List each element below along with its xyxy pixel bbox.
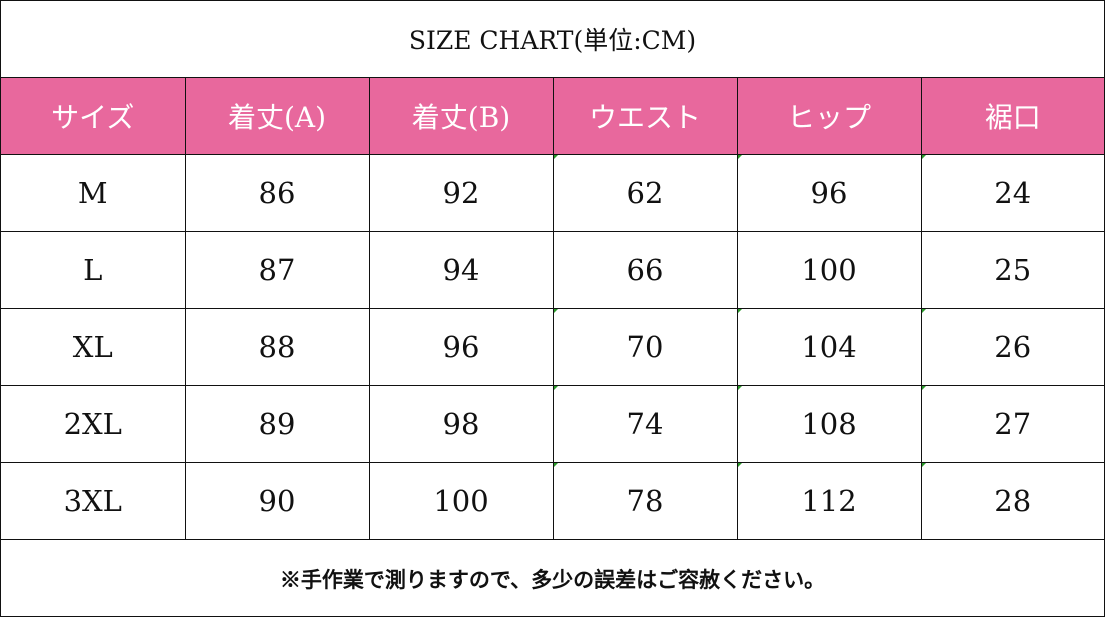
length-b-cell: 98 (368, 385, 554, 463)
header-hip: ヒップ (736, 78, 922, 155)
length-a-cell: 86 (184, 154, 370, 232)
header-waist: ウエスト (552, 78, 738, 155)
waist-cell: 66 (552, 231, 738, 309)
hem-cell: 27 (920, 385, 1104, 463)
length-a-cell: 90 (184, 462, 370, 540)
waist-cell: 74 (552, 385, 738, 463)
size-cell: 3XL (1, 462, 186, 540)
size-cell: 2XL (1, 385, 186, 463)
table-row: L 87 94 66 100 25 (1, 231, 1104, 309)
waist-cell: 70 (552, 308, 738, 386)
hem-cell: 24 (920, 154, 1104, 232)
length-a-cell: 88 (184, 308, 370, 386)
length-a-cell: 89 (184, 385, 370, 463)
hip-cell: 108 (736, 385, 922, 463)
length-a-cell: 87 (184, 231, 370, 309)
header-size: サイズ (1, 78, 186, 155)
waist-cell: 78 (552, 462, 738, 540)
size-table: サイズ 着丈(A) 着丈(B) ウエスト ヒップ 裾口 M 86 92 62 9… (1, 78, 1104, 540)
hem-cell: 26 (920, 308, 1104, 386)
header-length-b: 着丈(B) (368, 78, 554, 155)
size-cell: L (1, 231, 186, 309)
length-b-cell: 92 (368, 154, 554, 232)
hip-cell: 104 (736, 308, 922, 386)
hip-cell: 96 (736, 154, 922, 232)
length-b-cell: 100 (368, 462, 554, 540)
table-row: XL 88 96 70 104 26 (1, 308, 1104, 386)
table-row: 3XL 90 100 78 112 28 (1, 462, 1104, 540)
hip-cell: 112 (736, 462, 922, 540)
header-row: サイズ 着丈(A) 着丈(B) ウエスト ヒップ 裾口 (1, 78, 1104, 155)
table-row: M 86 92 62 96 24 (1, 154, 1104, 232)
hem-cell: 25 (920, 231, 1104, 309)
size-cell: M (1, 154, 186, 232)
header-length-a: 着丈(A) (184, 78, 370, 155)
hip-cell: 100 (736, 231, 922, 309)
hem-cell: 28 (920, 462, 1104, 540)
header-hem: 裾口 (920, 78, 1104, 155)
chart-title: SIZE CHART(単位:CM) (1, 1, 1104, 78)
length-b-cell: 94 (368, 231, 554, 309)
waist-cell: 62 (552, 154, 738, 232)
table-row: 2XL 89 98 74 108 27 (1, 385, 1104, 463)
measurement-note: ※手作業で測りますので、多少の誤差はご容赦ください。 (279, 566, 826, 592)
size-cell: XL (1, 308, 186, 386)
length-b-cell: 96 (368, 308, 554, 386)
